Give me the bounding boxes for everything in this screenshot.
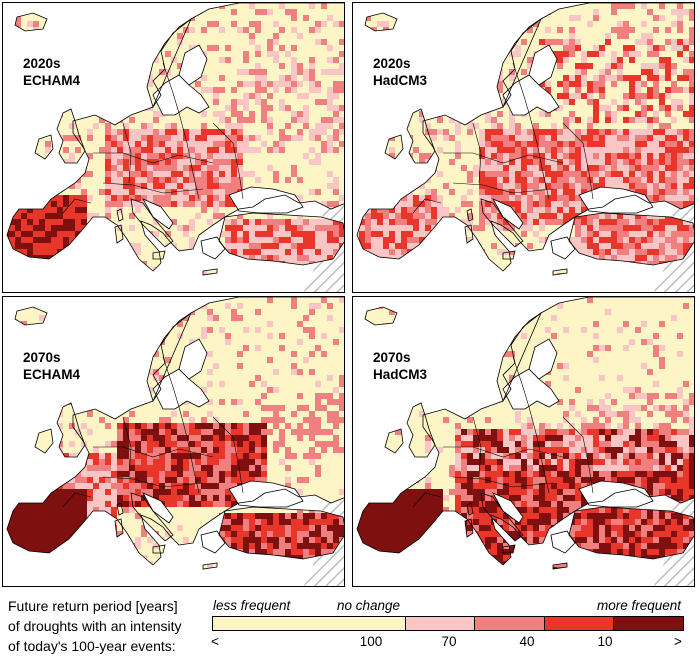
- model-label: HadCM3: [373, 72, 427, 89]
- europe-map: [353, 3, 695, 293]
- europe-map: [3, 3, 345, 293]
- legend-tick: 40: [519, 634, 534, 649]
- legend-caption-line: of today's 100-year events:: [8, 636, 182, 656]
- model-label: HadCM3: [373, 366, 427, 383]
- legend-tick: 10: [597, 634, 612, 649]
- legend-less-frequent: less frequent: [213, 598, 290, 613]
- period-label: 2020s: [373, 55, 427, 72]
- map-panel-2020s-echam4: 2020s ECHAM4: [2, 2, 345, 293]
- legend-more-frequent: more frequent: [597, 598, 681, 613]
- model-label: ECHAM4: [23, 72, 80, 89]
- period-label: 2020s: [23, 55, 80, 72]
- legend-no-change: no change: [337, 598, 400, 613]
- period-label: 2070s: [23, 349, 80, 366]
- legend-tick: >: [674, 634, 682, 649]
- legend-caption-line: of droughts with an intensity: [8, 616, 182, 636]
- panel-label: 2020s HadCM3: [373, 55, 427, 89]
- period-label: 2070s: [373, 349, 427, 366]
- legend-tick: <: [211, 634, 219, 649]
- legend-tick: 100: [360, 634, 383, 649]
- legend-swatch-100-70: [406, 617, 476, 630]
- legend-swatch-70-40: [475, 617, 545, 630]
- europe-map: [353, 297, 695, 587]
- legend-colorbar: [212, 616, 684, 631]
- panel-label: 2070s ECHAM4: [23, 349, 80, 383]
- legend-swatch-lt100: [213, 617, 406, 630]
- model-label: ECHAM4: [23, 366, 80, 383]
- map-panel-2070s-echam4: 2070s ECHAM4: [2, 296, 345, 587]
- legend-caption-line: Future return period [years]: [8, 596, 182, 616]
- legend-tick: 70: [441, 634, 456, 649]
- panel-label: 2020s ECHAM4: [23, 55, 80, 89]
- panel-label: 2070s HadCM3: [373, 349, 427, 383]
- legend-swatch-40-10: [545, 617, 615, 630]
- europe-map: [3, 297, 345, 587]
- legend-caption: Future return period [years] of droughts…: [8, 596, 182, 656]
- legend-swatch-gt10: [614, 617, 683, 630]
- map-panel-2020s-hadcm3: 2020s HadCM3: [352, 2, 695, 293]
- map-panel-2070s-hadcm3: 2070s HadCM3: [352, 296, 695, 587]
